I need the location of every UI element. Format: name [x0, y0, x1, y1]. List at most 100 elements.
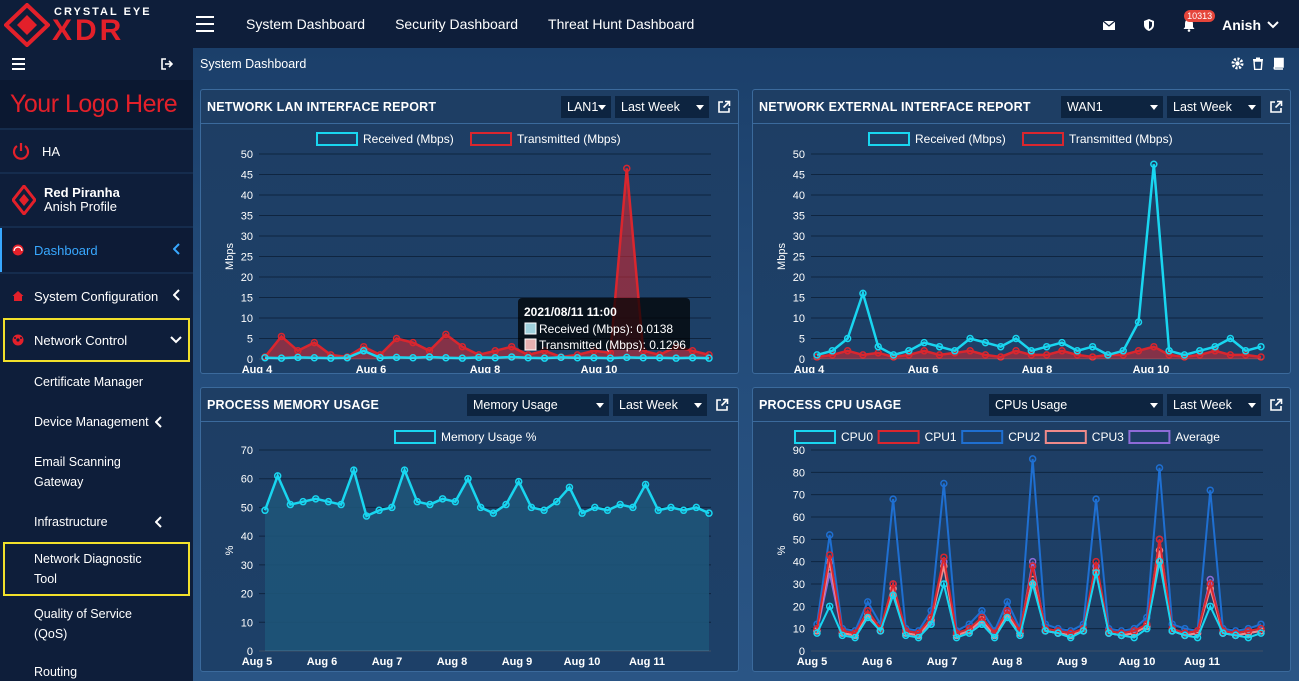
menu-toggle-icon[interactable] — [196, 16, 214, 32]
external-link-icon[interactable] — [1269, 100, 1283, 114]
data-point — [1042, 351, 1051, 359]
data-point — [1105, 629, 1113, 637]
metric-select[interactable]: Memory Usage — [467, 394, 609, 416]
sidebar-item-system-configuration[interactable]: System Configuration — [0, 274, 193, 318]
power-icon — [12, 143, 30, 160]
main-content: System Dashboard NETWORK LAN INTERFACE R… — [193, 48, 1299, 681]
data-point — [375, 506, 383, 515]
y-tick-label: 25 — [793, 252, 805, 264]
y-tick-label: 0 — [799, 646, 805, 658]
gear-icon[interactable] — [1231, 57, 1244, 70]
data-point — [688, 354, 697, 362]
notifications[interactable]: 10313 — [1182, 10, 1216, 32]
sidebar-subitem-email-scanning-gateway[interactable]: Email Scanning Gateway — [0, 442, 150, 502]
data-point — [1155, 546, 1164, 555]
nav-threat-hunt-dashboard[interactable]: Threat Hunt Dashboard — [548, 16, 695, 32]
data-point — [310, 354, 319, 362]
data-point — [705, 509, 713, 517]
period-select[interactable]: Last Week — [615, 96, 709, 118]
chevron-down-icon — [1267, 21, 1279, 29]
x-tick-label: Aug 10 — [1133, 364, 1170, 373]
x-tick-label: Aug 10 — [581, 364, 618, 373]
home-icon — [12, 291, 24, 301]
data-point — [1041, 627, 1050, 635]
data-point — [1244, 633, 1253, 642]
data-point — [920, 347, 928, 355]
data-point — [277, 354, 286, 362]
data-point — [1206, 580, 1215, 588]
sidebar-item-label: Dashboard — [34, 242, 98, 258]
y-tick-label: 5 — [799, 334, 805, 346]
x-tick-label: Aug 6 — [356, 364, 387, 373]
sidebar-subitem-qos[interactable]: Quality of Service (QoS) — [0, 596, 193, 652]
data-point — [376, 354, 384, 362]
data-point — [299, 497, 307, 506]
data-point — [507, 353, 516, 361]
legend-label: Average — [1175, 430, 1220, 444]
data-point — [1117, 631, 1126, 640]
sidebar-subitem-infrastructure[interactable]: Infrastructure — [0, 502, 193, 542]
data-point — [981, 351, 990, 359]
data-point — [438, 495, 447, 503]
sidebar-item-dashboard[interactable]: Dashboard — [0, 228, 193, 272]
nav-security-dashboard[interactable]: Security Dashboard — [395, 16, 519, 32]
sidebar-subitem-device-management[interactable]: Device Management — [0, 402, 193, 442]
data-point — [825, 602, 834, 611]
sidebar-subitem-network-diagnostic-tool[interactable]: Network Diagnostic Tool — [3, 542, 190, 596]
interface-select[interactable]: LAN1 — [561, 96, 611, 118]
book-icon[interactable] — [1272, 57, 1285, 70]
sidebar-collapse-icon[interactable] — [12, 58, 25, 73]
cpu-usage-chart: CPU0 CPU1 CPU2 CPU3 Average 0 10 20 30 40 50 60 70 80… — [776, 430, 1265, 668]
sidebar-subitem-certificate-manager[interactable]: Certificate Manager — [0, 362, 193, 402]
y-tick-label: 30 — [793, 579, 805, 591]
user-menu[interactable]: Anish — [1222, 17, 1279, 33]
sidebar-item-label: Network Control — [34, 332, 128, 348]
sidebar-item-ha[interactable]: HA — [0, 130, 193, 172]
external-link-icon[interactable] — [717, 100, 731, 114]
data-point — [1028, 455, 1037, 463]
external-link-icon[interactable] — [1269, 398, 1283, 412]
data-point — [978, 620, 986, 628]
data-point — [565, 483, 574, 492]
y-tick-label: 40 — [241, 190, 253, 202]
panel-cpu-usage: PROCESS CPU USAGE CPUs Usage Last Week C… — [752, 387, 1291, 672]
sidebar-item-network-control[interactable]: Network Control — [3, 318, 190, 362]
panel-external-interface: NETWORK EXTERNAL INTERFACE REPORT WAN1 L… — [752, 89, 1291, 374]
crystal-eye-logo-icon — [4, 3, 50, 47]
brand-logo[interactable]: CRYSTAL EYE XDR — [0, 0, 193, 48]
red-piranha-logo-icon — [12, 185, 36, 215]
shield-icon[interactable] — [1142, 18, 1156, 32]
data-point — [1134, 318, 1143, 326]
trash-icon[interactable] — [1252, 57, 1264, 70]
data-point — [413, 497, 421, 506]
nav-system-dashboard[interactable]: System Dashboard — [246, 16, 366, 32]
data-point — [1150, 160, 1158, 168]
metric-select[interactable]: CPUs Usage — [989, 394, 1163, 416]
data-point — [1168, 627, 1176, 635]
legend-label: CPU3 — [1092, 430, 1124, 444]
panel-title: NETWORK EXTERNAL INTERFACE REPORT — [759, 99, 1031, 114]
external-link-icon[interactable] — [715, 398, 729, 412]
sidebar-subitem-label: Routing — [34, 665, 78, 679]
data-point — [553, 497, 561, 506]
data-point — [1155, 464, 1164, 472]
period-select[interactable]: Last Week — [1167, 96, 1261, 118]
logout-icon[interactable] — [161, 58, 173, 70]
data-point — [828, 347, 837, 355]
data-point — [1257, 624, 1265, 633]
legend-swatch — [1128, 430, 1171, 444]
data-point — [590, 354, 598, 362]
period-select[interactable]: Last Week — [613, 394, 707, 416]
data-point — [1012, 347, 1020, 355]
data-point — [1003, 613, 1012, 622]
data-point — [863, 598, 872, 606]
y-tick-label: 35 — [793, 211, 805, 223]
interface-select[interactable]: WAN1 — [1061, 96, 1163, 118]
legend-swatch — [394, 430, 436, 444]
period-select[interactable]: Last Week — [1167, 394, 1261, 416]
user-profile[interactable]: Red Piranha Anish Profile — [0, 174, 193, 226]
mail-icon[interactable] — [1102, 18, 1116, 32]
sidebar-subitem-routing[interactable]: Routing — [0, 652, 193, 681]
data-point — [362, 512, 371, 520]
legend-label: Received (Mbps) — [915, 132, 1006, 146]
